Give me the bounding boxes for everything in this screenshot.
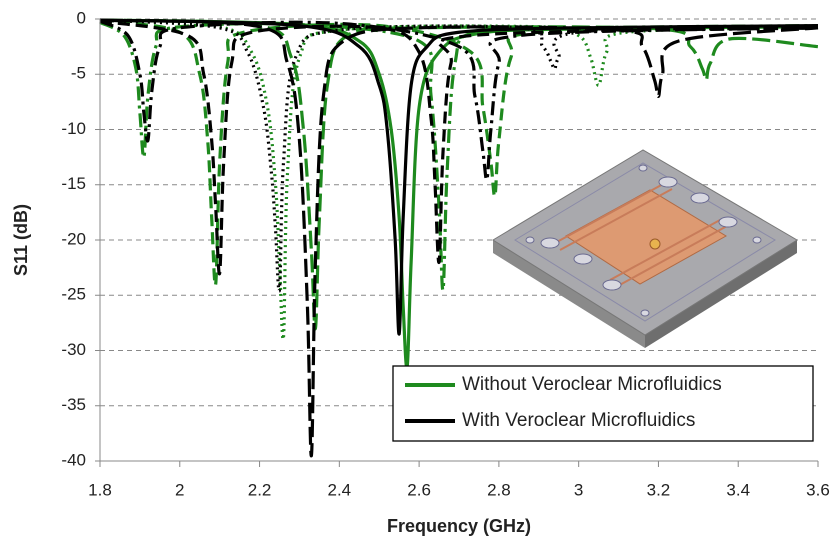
y-tick-label: 0 [77,8,86,27]
y-tick-label: -30 [61,340,86,359]
y-tick-label: -20 [61,229,86,248]
y-tick-label: -10 [61,119,86,138]
y-tick-label: -40 [61,450,86,469]
y-tick-label: -25 [61,285,86,304]
y-tick-label: -5 [71,64,86,83]
x-tick-label: 1.8 [88,480,112,499]
legend-label: With Veroclear Microfluidics [462,410,695,431]
x-tick-label: 3 [574,480,583,499]
series-line [100,21,818,180]
x-tick-label: 2.8 [487,480,511,499]
inset-image [493,150,797,348]
y-tick-label: -15 [61,174,86,193]
x-tick-label: 3.6 [806,480,830,499]
x-axis-title: Frequency (GHz) [387,516,531,536]
x-tick-label: 3.2 [647,480,671,499]
x-tick-label: 2.4 [328,480,352,499]
x-tick-label: 2 [175,480,184,499]
y-axis-title: S11 (dB) [11,204,31,276]
legend-label: Without Veroclear Microfluidics [462,374,722,395]
x-tick-label: 2.6 [407,480,431,499]
chart: Frequency (GHz) S11 (dB) Without Verocle… [0,0,837,545]
x-tick-label: 2.2 [248,480,272,499]
x-tick-label: 3.4 [726,480,750,499]
y-tick-label: -35 [61,395,86,414]
